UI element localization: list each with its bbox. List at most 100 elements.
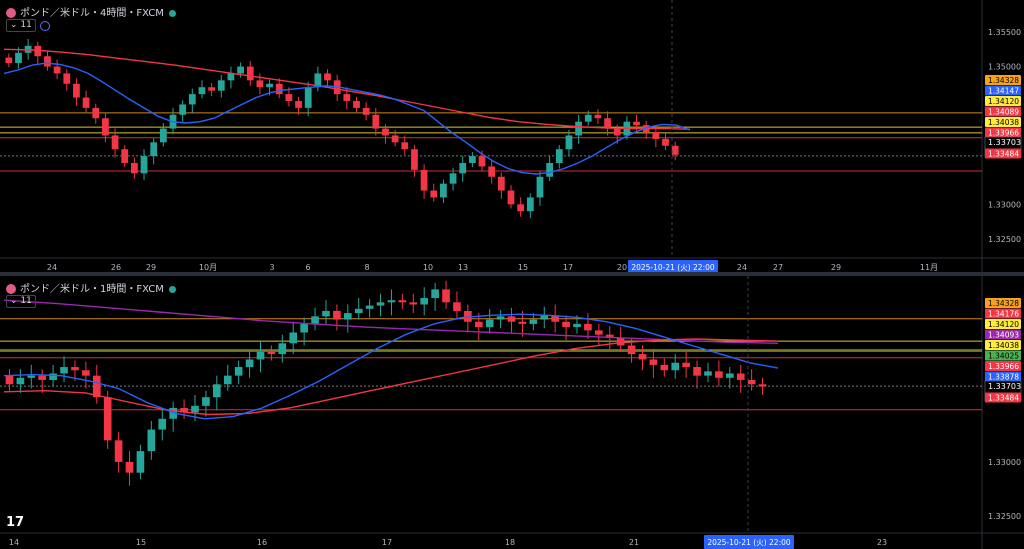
ma-purple-line: [3, 299, 779, 344]
candle-body: [343, 94, 351, 101]
panel-divider[interactable]: [0, 272, 1024, 276]
candle-body: [468, 156, 476, 163]
price-label-text: 1.33703: [988, 382, 1021, 391]
candle-body: [497, 176, 505, 191]
date-tick-label: 29: [831, 263, 841, 272]
candle-body: [440, 183, 447, 198]
candle-body: [295, 101, 302, 108]
date-tick-label: 14: [9, 538, 19, 547]
candle-body: [27, 375, 36, 378]
candle-body: [227, 73, 235, 81]
candle-body: [453, 302, 461, 311]
candle-body: [266, 83, 273, 88]
candle-body: [300, 323, 308, 333]
date-tick-label: 24: [47, 263, 57, 272]
candle-body: [353, 101, 360, 108]
candle-body: [613, 128, 621, 136]
date-tick-label: 10月: [199, 263, 217, 272]
candle-body: [103, 397, 112, 441]
chevron-down-icon: ⌄: [10, 20, 18, 30]
symbol-title-4h[interactable]: ポンド／米ドル・4時間・FXCM: [6, 4, 176, 19]
price-label-box: [985, 117, 1021, 127]
price-tick-label: 1.35000: [988, 63, 1021, 72]
candle-body: [38, 375, 47, 380]
candle-body: [49, 373, 57, 380]
date-tick-label: 27: [773, 263, 783, 272]
candle-body: [704, 371, 712, 376]
price-label-text: 1.33703: [988, 138, 1021, 147]
price-label-box: [985, 308, 1021, 319]
date-tick-label: 24: [737, 263, 747, 272]
candle-body: [517, 204, 525, 212]
candle-body: [562, 321, 570, 328]
candle-body: [343, 313, 352, 320]
symbol-title-1h[interactable]: ポンド／米ドル・1時間・FXCM: [6, 280, 176, 295]
candle-body: [442, 289, 450, 303]
candle-body: [140, 156, 148, 174]
candle-body: [725, 373, 734, 378]
ma-red-line: [3, 338, 779, 416]
date-tick-label: 17: [563, 263, 573, 272]
chart-panel-4h[interactable]: 1.35500 1.35000 1.33000 1.32500 1.34328 1.341…: [0, 0, 1024, 272]
date-tick-label: 13: [458, 263, 468, 272]
candle-body: [387, 300, 396, 303]
candle-body: [496, 316, 505, 320]
price-label-text: 1.34038: [988, 341, 1019, 350]
date-tick-label: 26: [111, 263, 121, 272]
indicator-toggle-1h[interactable]: ⌄ 11: [6, 295, 36, 308]
price-label-text: 1.33878: [988, 373, 1019, 382]
price-label-box: [985, 148, 1021, 159]
price-label-text: 1.34089: [988, 108, 1019, 117]
date-tick-label: 21: [629, 538, 639, 547]
candle-body: [758, 384, 767, 387]
price-label-box: [985, 350, 1021, 361]
chart-panel-1h[interactable]: 1.33000 1.32500 1.34328 1.34176 1.34120 1.340…: [0, 276, 1024, 549]
currency-flag-icon: [6, 8, 16, 18]
date-tick-label: 6: [305, 263, 310, 272]
candle-body: [693, 367, 701, 376]
candle-body: [546, 163, 554, 177]
candle-body: [130, 163, 138, 174]
candle-body: [278, 343, 287, 355]
candle-body: [638, 354, 647, 360]
candle-body: [715, 371, 723, 378]
candle-body: [147, 429, 156, 452]
date-tick-label: 17: [382, 538, 392, 547]
candle-body: [365, 305, 374, 309]
price-label-text: 1.34120: [988, 320, 1019, 329]
candle-body: [275, 83, 283, 95]
candle-body: [507, 190, 515, 205]
price-label-text: 1.33484: [988, 150, 1019, 159]
candle-body: [304, 87, 312, 108]
price-label-box: [985, 371, 1021, 382]
price-label-box: [985, 127, 1021, 138]
indicator-count: 11: [20, 296, 32, 306]
chart-canvas-4h[interactable]: 1.35500 1.35000 1.33000 1.32500 1.34328 1.341…: [0, 0, 1024, 272]
indicator-toggle-4h[interactable]: ⌄ 11: [6, 19, 50, 32]
price-label-box: [985, 298, 1021, 308]
chevron-down-icon: ⌄: [10, 296, 18, 306]
candle-body: [376, 302, 385, 306]
candle-body: [584, 114, 592, 122]
candle-body: [114, 440, 123, 462]
candle-body: [526, 197, 534, 212]
currency-flag-icon: [6, 284, 16, 294]
candle-body: [289, 332, 298, 344]
market-status-icon: [168, 285, 176, 293]
candle-body: [594, 114, 602, 119]
date-tick-label: 29: [146, 263, 156, 272]
candle-body: [234, 367, 243, 376]
ma-red-line: [3, 48, 691, 130]
candle-body: [246, 66, 254, 81]
candle-body: [627, 345, 636, 355]
price-label-text: 1.34176: [988, 310, 1019, 319]
candle-body: [584, 323, 592, 331]
candle-body: [223, 375, 232, 385]
price-label-box: [985, 340, 1021, 350]
candle-body: [605, 334, 614, 338]
candle-body: [324, 73, 331, 81]
indicator-settings-icon[interactable]: [39, 20, 50, 31]
candle-body: [354, 308, 363, 314]
candle-body: [633, 121, 640, 126]
